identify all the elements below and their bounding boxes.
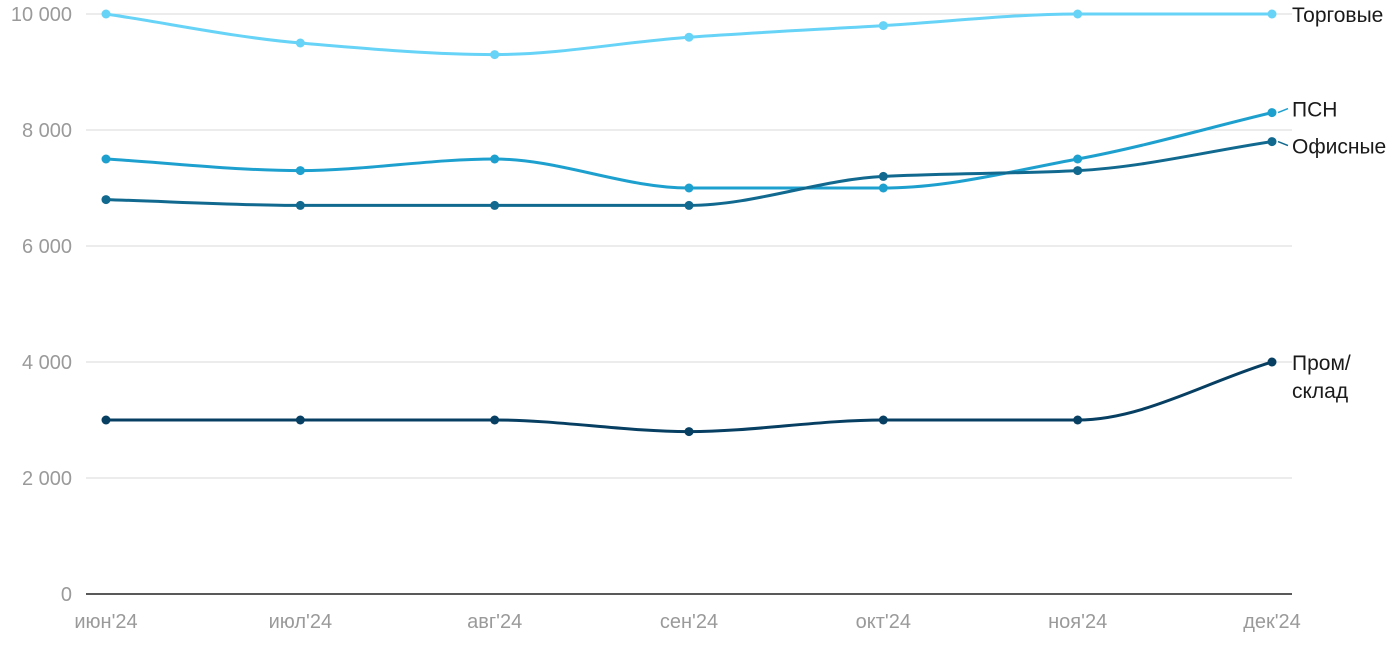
- x-tick-label: ноя'24: [1048, 611, 1107, 633]
- data-point-псн: [295, 166, 305, 176]
- series-label-пром-склад: Пром/склад: [1292, 352, 1351, 403]
- data-point-торговые: [684, 32, 694, 42]
- data-point-псн: [101, 154, 111, 164]
- data-point-псн: [878, 183, 888, 193]
- series-points: [101, 9, 1277, 437]
- data-point-пром-склад: [490, 415, 500, 425]
- data-point-пром-склад: [1267, 357, 1277, 367]
- x-tick-label: дек'24: [1243, 611, 1301, 633]
- series-label-офисные: Офисные: [1292, 136, 1386, 159]
- y-tick-label: 6 000: [22, 236, 72, 258]
- label-leader-офисные: [1277, 140, 1289, 147]
- data-point-пром-склад: [1073, 415, 1083, 425]
- x-tick-label: июл'24: [269, 611, 332, 633]
- data-point-пром-склад: [684, 427, 694, 437]
- series-line-офисные: [104, 140, 1274, 207]
- data-point-торговые: [878, 21, 888, 31]
- x-tick-label: сен'24: [660, 611, 718, 633]
- y-axis-ticks: 0 2 000 4 000 6 000 8 000 10 000: [11, 4, 72, 606]
- data-point-офисные: [878, 171, 888, 181]
- data-point-офисные: [1073, 166, 1083, 176]
- series-label-псн: ПСН: [1292, 99, 1337, 122]
- data-point-офисные: [295, 200, 305, 210]
- series-lines: [104, 12, 1274, 434]
- data-point-офисные: [684, 200, 694, 210]
- data-point-офисные: [1267, 137, 1277, 147]
- data-point-пром-склад: [295, 415, 305, 425]
- data-point-офисные: [490, 200, 500, 210]
- x-tick-label: июн'24: [74, 611, 137, 633]
- grid-layer: [86, 13, 1292, 595]
- series-label-торговые: Торговые: [1292, 4, 1383, 27]
- y-tick-label: 8 000: [22, 120, 72, 142]
- data-point-торговые: [295, 38, 305, 48]
- series-line-пром-склад: [104, 360, 1274, 434]
- data-point-пром-склад: [878, 415, 888, 425]
- data-point-торговые: [101, 9, 111, 19]
- x-axis-ticks: июн'24 июл'24 авг'24 сен'24 окт'24 ноя'24 дек'…: [74, 611, 1300, 633]
- data-point-пром-склад: [101, 415, 111, 425]
- data-point-псн: [490, 154, 500, 164]
- x-tick-label: авг'24: [467, 611, 522, 633]
- y-tick-label: 2 000: [22, 468, 72, 490]
- data-point-торговые: [1267, 9, 1277, 19]
- label-leader-псн: [1277, 107, 1289, 114]
- y-tick-label: 0: [61, 584, 72, 606]
- data-point-псн: [1267, 108, 1277, 118]
- y-tick-label: 10 000: [11, 4, 72, 26]
- data-point-офисные: [101, 195, 111, 205]
- series-labels: Торговые ПСН Офисные Пром/склад: [1277, 4, 1386, 403]
- series-line-псн: [104, 111, 1274, 190]
- data-point-псн: [1073, 154, 1083, 164]
- data-point-псн: [684, 183, 694, 193]
- data-point-торговые: [1073, 9, 1083, 19]
- x-tick-label: окт'24: [856, 611, 911, 633]
- y-tick-label: 4 000: [22, 352, 72, 374]
- data-point-торговые: [490, 50, 500, 60]
